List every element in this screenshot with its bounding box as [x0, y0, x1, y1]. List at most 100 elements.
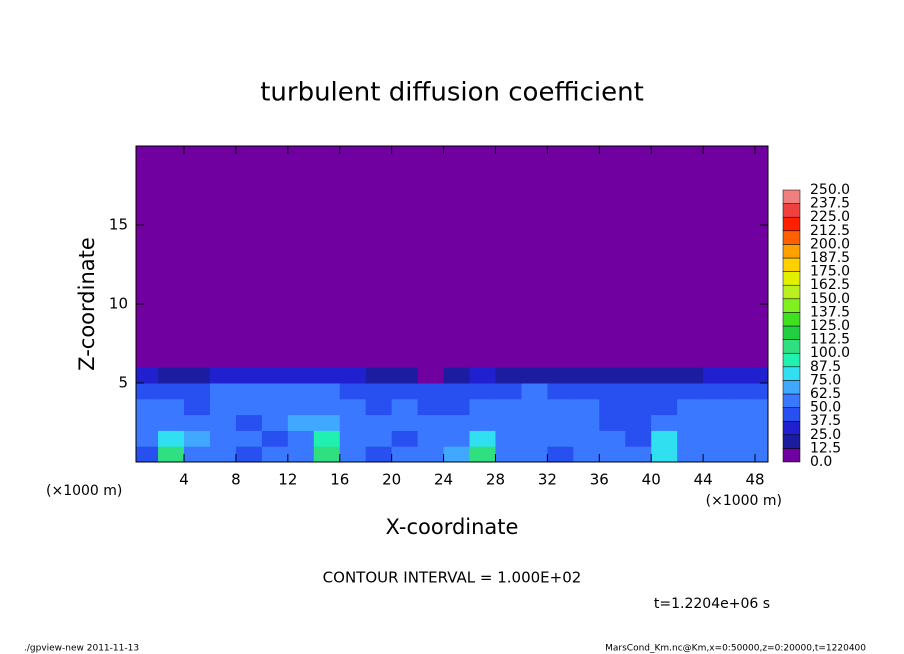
colorbar-bin: [782, 420, 801, 436]
cell: [391, 446, 419, 462]
cell: [443, 367, 471, 384]
x-unit: (×1000 m): [706, 493, 782, 509]
colorbar-label: 175.0: [810, 264, 850, 280]
colorbar-label: 25.0: [810, 427, 841, 443]
cell: [287, 430, 315, 447]
cell: [235, 383, 263, 400]
cell: [469, 414, 496, 431]
y-unit: (×1000 m): [46, 483, 122, 499]
cell: [573, 414, 600, 431]
cell: [391, 398, 419, 416]
x-axis-label: X-coordinate: [386, 515, 519, 539]
cell: [625, 446, 652, 462]
colorbar-label: 187.5: [810, 250, 850, 266]
cell: [755, 367, 768, 384]
cell: [365, 414, 393, 431]
cell: [261, 146, 289, 368]
cell: [235, 414, 263, 431]
cell: [261, 398, 289, 416]
cell: [547, 446, 574, 462]
cell: [521, 446, 548, 462]
cell: [136, 398, 159, 416]
cell: [573, 398, 600, 416]
colorbar-bin: [782, 203, 801, 218]
cell: [287, 367, 315, 384]
x-tick-label: 48: [745, 471, 764, 489]
cell: [261, 367, 289, 384]
cell: [677, 383, 704, 400]
time-note: t=1.2204e+06 s: [654, 596, 770, 612]
colorbar-bin: [782, 434, 801, 449]
x-tick-label: 16: [330, 471, 349, 489]
cell: [136, 367, 159, 384]
cell: [677, 367, 704, 384]
cell: [677, 146, 704, 368]
cell: [469, 146, 496, 368]
cell: [313, 146, 341, 368]
cell: [651, 414, 678, 431]
cell: [235, 398, 263, 416]
cell: [443, 146, 471, 368]
cell: [235, 146, 263, 368]
cell: [755, 383, 768, 400]
cell: [184, 367, 211, 384]
cell: [417, 146, 445, 368]
cell: [547, 414, 574, 431]
colorbar-bin: [782, 284, 801, 300]
cell: [184, 414, 211, 431]
cell: [625, 398, 652, 416]
x-tick-label: 36: [590, 471, 609, 489]
cell: [677, 430, 704, 447]
colorbar-label: 87.5: [810, 359, 841, 375]
cell: [573, 446, 600, 462]
cell: [703, 383, 730, 400]
cell: [651, 383, 678, 400]
cell: [158, 414, 185, 431]
cell: [391, 383, 419, 400]
colorbar-bin: [782, 380, 801, 395]
cell: [703, 146, 730, 368]
colorbar-label: 100.0: [810, 345, 850, 361]
cell: [703, 367, 730, 384]
cell: [573, 383, 600, 400]
cell: [495, 446, 522, 462]
cell: [521, 430, 548, 447]
cell: [287, 146, 315, 368]
cell: [209, 446, 237, 462]
cell: [755, 146, 768, 368]
cell: [365, 430, 393, 447]
cell: [417, 398, 445, 416]
contour-note: CONTOUR INTERVAL = 1.000E+02: [323, 569, 582, 587]
cell: [158, 398, 185, 416]
footer-left: ./gpview-new 2011-11-13: [24, 644, 139, 654]
x-tick-label: 4: [179, 471, 189, 489]
colorbar-label: 225.0: [810, 209, 850, 225]
cell: [521, 398, 548, 416]
cell: [287, 383, 315, 400]
cell: [209, 414, 237, 431]
cell: [703, 446, 730, 462]
cell: [651, 146, 678, 368]
cell: [729, 446, 756, 462]
cell: [417, 414, 445, 431]
cell: [443, 430, 471, 447]
cell: [184, 446, 211, 462]
y-tick-label: 15: [109, 216, 128, 234]
cell: [339, 430, 367, 447]
cell: [755, 398, 768, 416]
cell: [599, 446, 626, 462]
x-tick-label: 44: [694, 471, 713, 489]
cell: [261, 383, 289, 400]
colorbar-bin: [782, 366, 801, 381]
cell: [235, 430, 263, 447]
cell: [547, 383, 574, 400]
cell: [417, 367, 445, 384]
cell: [469, 430, 496, 447]
cell: [313, 430, 341, 447]
cell: [521, 414, 548, 431]
cell: [495, 383, 522, 400]
colorbar-label: 112.5: [810, 332, 850, 348]
cell: [365, 146, 393, 368]
cell: [287, 398, 315, 416]
cell: [136, 414, 159, 431]
